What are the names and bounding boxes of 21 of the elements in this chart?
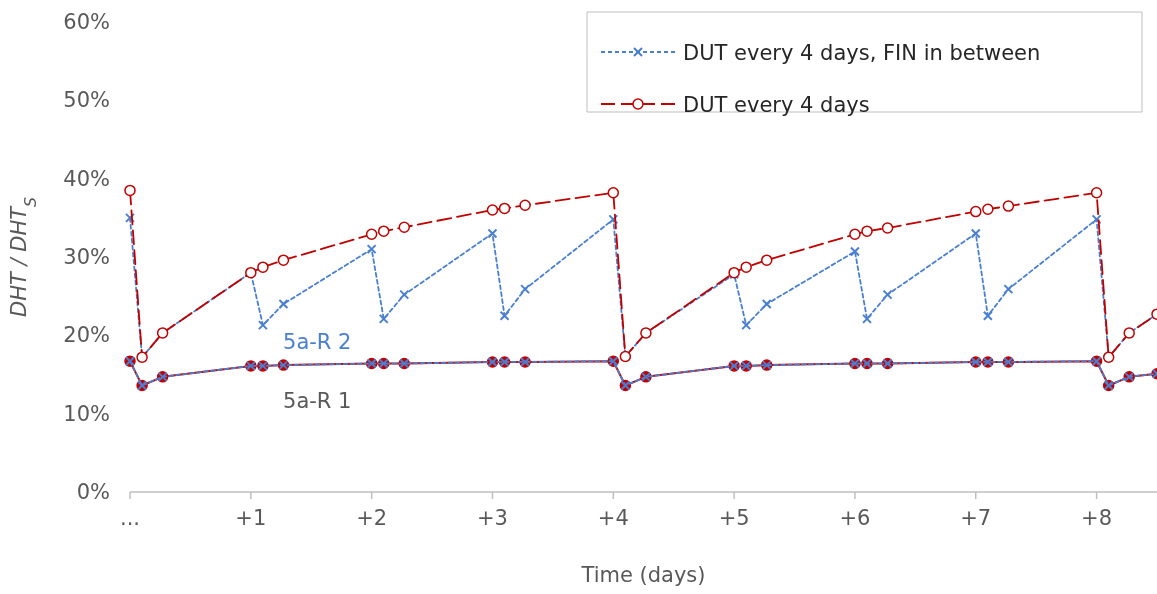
y-tick-label: 60% — [63, 10, 110, 34]
legend-label: DUT every 4 days — [683, 93, 870, 117]
x-tick-label: +4 — [597, 506, 629, 530]
x-tick-label: +3 — [476, 506, 508, 530]
y-tick-label: 20% — [63, 323, 110, 348]
y-tick-label: 40% — [63, 166, 110, 191]
annotation: 5a-R 2 — [283, 330, 352, 355]
y-tick-label: 30% — [63, 245, 110, 269]
x-tick-label: ... — [119, 506, 141, 530]
x-tick-label: +6 — [839, 506, 871, 530]
x-tick-label: +2 — [356, 506, 388, 530]
legend-label: DUT every 4 days, FIN in between — [683, 41, 1041, 65]
y-tick-label: 50% — [63, 88, 110, 113]
x-tick-label: +5 — [718, 506, 750, 530]
x-tick-label: +1 — [235, 506, 267, 530]
x-tick-label: +8 — [1081, 506, 1113, 530]
x-tick-label: +7 — [960, 506, 992, 530]
annotation: 5a-R 1 — [283, 388, 352, 413]
y-tick-label: 10% — [63, 401, 110, 426]
x-axis-title: Time (days) — [580, 563, 706, 587]
y-tick-label: 0% — [76, 480, 110, 504]
